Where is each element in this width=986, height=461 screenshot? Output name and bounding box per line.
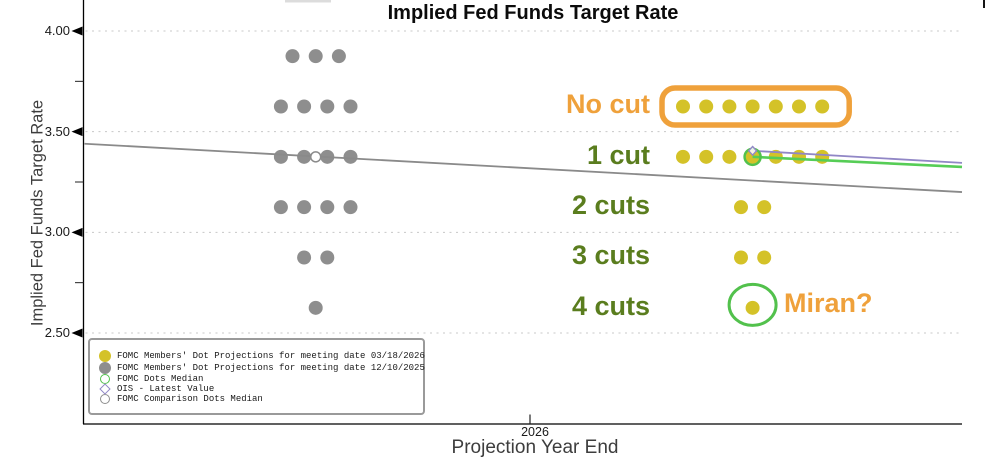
fomc-dot-dec2025 bbox=[331, 49, 346, 64]
fomc-dot-mar2026 bbox=[757, 250, 772, 265]
fomc-dot-mar2026 bbox=[734, 250, 748, 265]
open-diamond-icon bbox=[98, 382, 112, 395]
fomc-dot-dec2025 bbox=[273, 149, 288, 164]
x-axis-label: Projection Year End bbox=[451, 437, 619, 458]
filled-circle-icon bbox=[98, 349, 112, 362]
fomc-dot-mar2026 bbox=[699, 99, 714, 114]
y-tick-arrow bbox=[71, 227, 83, 237]
fomc-dot-dec2025 bbox=[273, 200, 288, 215]
cut-label-1-cut: 1 cut bbox=[586, 139, 650, 170]
legend: FOMC Members' Dot Projections for meetin… bbox=[88, 338, 425, 415]
fomc-comparison-median-path bbox=[84, 142, 963, 193]
cut-label-no-cut: No cut bbox=[566, 89, 650, 120]
y-tick-label: 3.50 bbox=[44, 123, 70, 139]
fomc-dot-mar2026 bbox=[676, 149, 690, 164]
fomc-dot-mar2026 bbox=[699, 149, 714, 164]
fomc-comparison-median-marker bbox=[309, 151, 322, 163]
legend-item-label: FOMC Members' Dot Projections for meetin… bbox=[117, 362, 425, 373]
fomc-dot-mar2026 bbox=[768, 99, 783, 114]
fomc-dot-dec2025 bbox=[297, 200, 312, 215]
fomc-dot-dec2025 bbox=[273, 99, 288, 114]
fomc-dot-dec2025 bbox=[297, 99, 312, 114]
filled-circle-icon bbox=[98, 361, 112, 374]
fomc-dot-mar2026 bbox=[815, 149, 830, 164]
fomc-dot-mar2026 bbox=[734, 200, 748, 215]
fomc-dot-dec2025 bbox=[297, 149, 312, 164]
top-edge-fragment bbox=[285, 0, 331, 3]
legend-item: FOMC Members' Dot Projections for meetin… bbox=[98, 349, 425, 362]
fomc-dot-dec2025 bbox=[308, 300, 323, 315]
legend-item: FOMC Dots Median bbox=[98, 373, 419, 384]
y-tick-label: 4.00 bbox=[44, 23, 70, 38]
legend-item: OIS - Latest Value bbox=[98, 382, 419, 395]
fomc-median-path bbox=[752, 155, 963, 169]
y-tick-arrow bbox=[71, 26, 83, 36]
ois-latest-value-marker bbox=[747, 145, 758, 157]
fomc-dot-mar2026 bbox=[792, 149, 806, 164]
fomc-dot-dec2025 bbox=[343, 149, 358, 164]
cut-label-4-cuts: 4 cuts bbox=[571, 290, 650, 321]
fomc-dot-mar2026 bbox=[722, 99, 737, 114]
legend-item: FOMC Members' Dot Projections for meetin… bbox=[98, 361, 425, 374]
fomc-dot-mar2026 bbox=[676, 99, 690, 114]
fomc-dot-dec2025 bbox=[343, 200, 358, 215]
legend-item-label: FOMC Members' Dot Projections for meetin… bbox=[117, 350, 425, 361]
fomc-dot-dec2025 bbox=[308, 49, 323, 64]
x-tick-label: 2026 bbox=[521, 425, 549, 439]
legend-item-label: OIS - Latest Value bbox=[117, 383, 215, 394]
fomc-dot-dec2025 bbox=[320, 200, 335, 215]
y-tick-arrow bbox=[71, 328, 83, 338]
legend-rows: FOMC Members' Dot Projections for meetin… bbox=[98, 349, 425, 404]
fomc-dot-mar2026 bbox=[745, 99, 760, 114]
open-circle-icon bbox=[98, 393, 112, 404]
fomc-dot-dec2025 bbox=[320, 250, 335, 265]
legend-item-label: FOMC Comparison Dots Median bbox=[117, 393, 263, 404]
y-tick-arrow bbox=[71, 127, 83, 137]
cut-label-2-cuts: 2 cuts bbox=[571, 190, 650, 221]
legend-item-label: FOMC Dots Median bbox=[117, 373, 204, 384]
miran-annotation: Miran? bbox=[784, 288, 873, 318]
fomc-dot-mar2026 bbox=[722, 149, 737, 164]
miran-ellipse bbox=[727, 282, 778, 327]
ois-path bbox=[752, 149, 963, 164]
open-circle-icon bbox=[98, 373, 112, 384]
fomc-dot-dec2025 bbox=[285, 49, 300, 64]
fomc-dot-mar2026 bbox=[815, 99, 830, 114]
top-edge-fragment bbox=[983, 0, 985, 8]
fomc-dot-dec2025 bbox=[343, 99, 358, 114]
fomc-dot-mar2026 bbox=[757, 200, 772, 215]
legend-item: FOMC Comparison Dots Median bbox=[98, 393, 419, 404]
chart-title: Implied Fed Funds Target Rate bbox=[387, 2, 679, 24]
cut-label-3-cuts: 3 cuts bbox=[571, 240, 650, 271]
fomc-dot-mar2026 bbox=[792, 99, 806, 114]
fomc-dot-dec2025 bbox=[297, 250, 312, 265]
y-tick-label: 2.50 bbox=[44, 324, 70, 340]
no-cut-box bbox=[659, 85, 852, 128]
fomc-dot-mar2026 bbox=[745, 300, 760, 315]
y-tick-label: 3.00 bbox=[44, 224, 70, 240]
fomc-dot-dec2025 bbox=[320, 99, 335, 114]
